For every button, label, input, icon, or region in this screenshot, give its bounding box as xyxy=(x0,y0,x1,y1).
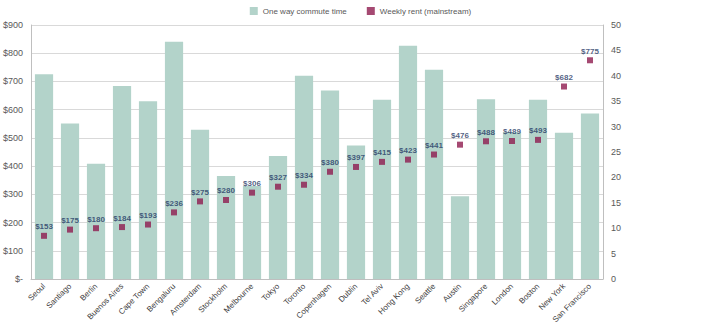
svg-text:$600: $600 xyxy=(3,105,23,115)
svg-text:Cape Town: Cape Town xyxy=(117,282,152,317)
svg-text:$153: $153 xyxy=(35,222,53,231)
svg-text:$193: $193 xyxy=(139,211,157,220)
svg-text:$397: $397 xyxy=(347,153,365,162)
svg-text:Copenhagen: Copenhagen xyxy=(294,282,333,321)
svg-text:$-: $- xyxy=(15,274,23,284)
svg-text:Amsterdam: Amsterdam xyxy=(168,282,203,317)
svg-text:$775: $775 xyxy=(581,47,599,56)
svg-text:20: 20 xyxy=(611,172,621,182)
svg-text:$493: $493 xyxy=(529,126,547,135)
svg-text:15: 15 xyxy=(611,198,621,208)
svg-text:30: 30 xyxy=(611,122,621,132)
svg-text:Austin: Austin xyxy=(441,282,463,304)
svg-text:Santiago: Santiago xyxy=(45,281,74,310)
svg-text:35: 35 xyxy=(611,96,621,106)
svg-text:25: 25 xyxy=(611,147,621,157)
svg-text:45: 45 xyxy=(611,45,621,55)
svg-text:Berlin: Berlin xyxy=(78,282,99,303)
svg-text:40: 40 xyxy=(611,71,621,81)
svg-text:0: 0 xyxy=(611,274,616,284)
svg-text:$415: $415 xyxy=(373,148,391,157)
svg-text:$476: $476 xyxy=(451,131,469,140)
svg-text:$100: $100 xyxy=(3,246,23,256)
svg-text:Hong Kong: Hong Kong xyxy=(377,282,412,317)
svg-text:$306: $306 xyxy=(243,179,261,188)
svg-text:Tel Aviv: Tel Aviv xyxy=(360,282,385,307)
svg-text:$200: $200 xyxy=(3,218,23,228)
svg-text:$380: $380 xyxy=(321,158,339,167)
svg-text:New York: New York xyxy=(537,281,568,312)
svg-text:Seattle: Seattle xyxy=(413,281,437,305)
svg-text:$400: $400 xyxy=(3,161,23,171)
svg-text:$900: $900 xyxy=(3,20,23,30)
svg-text:Bengaluru: Bengaluru xyxy=(145,281,178,314)
svg-text:Melbourne: Melbourne xyxy=(222,281,255,314)
svg-text:$275: $275 xyxy=(191,188,209,197)
svg-text:$334: $334 xyxy=(295,171,313,180)
svg-text:Buenos Aires: Buenos Aires xyxy=(86,282,126,322)
svg-text:$327: $327 xyxy=(269,173,287,182)
svg-text:$441: $441 xyxy=(425,141,443,150)
svg-text:$423: $423 xyxy=(399,146,417,155)
svg-text:Boston: Boston xyxy=(517,282,541,306)
svg-text:$488: $488 xyxy=(477,128,495,137)
svg-text:$682: $682 xyxy=(555,73,573,82)
svg-text:$500: $500 xyxy=(3,133,23,143)
svg-text:Weekly rent (mainstream): Weekly rent (mainstream) xyxy=(380,7,472,16)
svg-text:San Francisco: San Francisco xyxy=(551,281,594,324)
svg-text:10: 10 xyxy=(611,223,621,233)
svg-text:$800: $800 xyxy=(3,48,23,58)
svg-text:Seoul: Seoul xyxy=(26,282,47,303)
svg-text:One way commute time: One way commute time xyxy=(263,7,348,16)
svg-text:London: London xyxy=(490,282,515,307)
svg-text:Toronto: Toronto xyxy=(282,281,308,307)
svg-text:$700: $700 xyxy=(3,76,23,86)
svg-text:$236: $236 xyxy=(165,199,183,208)
svg-text:$300: $300 xyxy=(3,189,23,199)
svg-text:Tokyo: Tokyo xyxy=(260,281,282,303)
svg-text:Dublin: Dublin xyxy=(337,282,359,304)
svg-text:Stockholm: Stockholm xyxy=(196,281,230,315)
svg-text:$489: $489 xyxy=(503,127,521,136)
svg-text:50: 50 xyxy=(611,20,621,30)
svg-text:5: 5 xyxy=(611,249,616,259)
svg-text:$184: $184 xyxy=(113,214,131,223)
svg-text:$175: $175 xyxy=(61,216,79,225)
svg-text:Singapore: Singapore xyxy=(457,281,489,313)
svg-text:$180: $180 xyxy=(87,215,105,224)
svg-text:$280: $280 xyxy=(217,186,235,195)
